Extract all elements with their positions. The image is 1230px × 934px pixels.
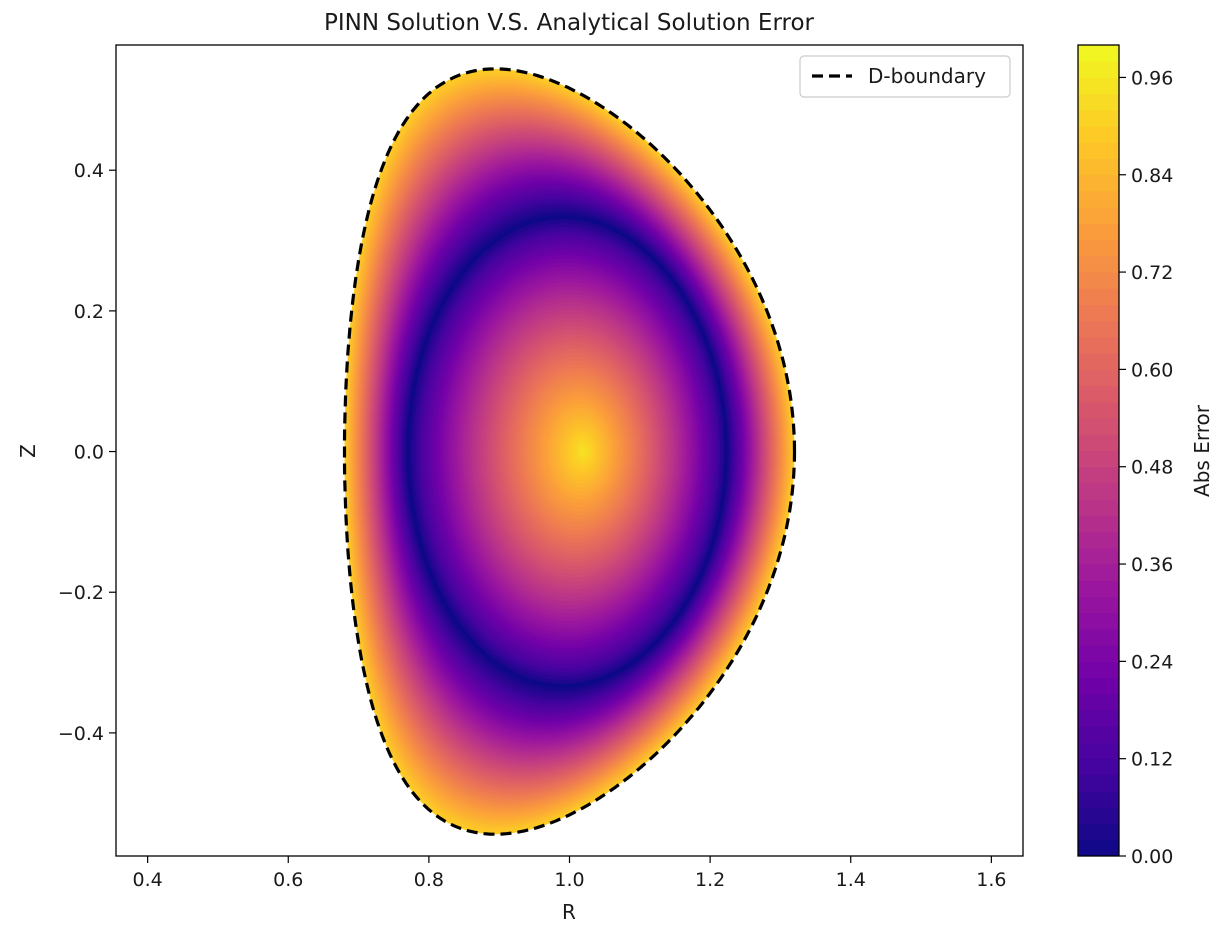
colorbar-band [1078,77,1119,95]
colorbar-band [1078,418,1119,435]
colorbar-band [1078,304,1119,322]
colorbar-band [1078,628,1119,646]
colorbar-tick-label: 0.60 [1131,359,1173,381]
colorbar-band [1078,320,1119,338]
legend-box [799,55,1011,98]
colorbar-band [1078,726,1119,743]
colorbar-band [1078,272,1119,289]
x-tick-label: 1.2 [695,869,725,891]
colorbar-band [1078,677,1119,695]
colorbar-band [1078,515,1119,533]
y-tick-label: 0.0 [74,442,104,464]
colorbar-band [1078,353,1119,370]
colorbar-tick-label: 0.24 [1131,651,1173,673]
colorbar-tick-label: 0.36 [1131,554,1173,576]
x-tick-label: 1.6 [976,869,1006,891]
colorbar-frame [1077,44,1120,857]
x-tick-label: 0.4 [133,869,163,891]
colorbar-band [1078,661,1119,679]
colorbar-band [1078,142,1119,160]
colorbar-band [1078,401,1119,419]
colorbar-band [1078,369,1119,387]
colorbar-band [1078,645,1119,662]
colorbar-tick-label: 0.72 [1131,262,1173,284]
colorbar-band [1078,596,1119,614]
x-tick-label: 1.4 [836,869,866,891]
colorbar-band [1078,482,1119,500]
colorbar: 0.00 0.12 0.24 0.36 0.48 0.60 0.72 0.84 0.96 Abs… [1077,44,1214,868]
y-axis-ticks: −0.4 −0.2 0.0 0.2 0.4 [58,160,116,745]
colorbar-band [1078,158,1119,176]
x-axis-ticks: 0.4 0.6 0.8 1.0 1.2 1.4 1.6 [133,856,1006,891]
colorbar-band [1078,564,1119,581]
chart-title: PINN Solution V.S. Analytical Solution E… [324,10,815,36]
d-boundary-line [342,67,797,836]
colorbar-band [1078,807,1119,825]
colorbar-band [1078,434,1119,451]
colorbar-band [1078,547,1119,565]
plot-area [115,44,1024,857]
colorbar-band [1078,126,1119,143]
colorbar-band [1078,109,1119,127]
colorbar-band [1078,239,1119,257]
colorbar-band [1078,774,1119,792]
colorbar-band [1078,223,1119,241]
colorbar-band [1078,758,1119,776]
colorbar-band [1078,531,1119,549]
colorbar-band [1078,710,1119,727]
error-contour-band [579,447,587,457]
x-tick-label: 0.8 [414,869,444,891]
colorbar-band [1078,61,1119,78]
colorbar-band [1078,580,1119,597]
colorbar-band [1078,336,1119,354]
y-tick-label: 0.2 [74,301,104,323]
colorbar-band [1078,207,1119,224]
colorbar-band [1078,190,1119,208]
y-tick-label: 0.4 [74,160,104,182]
colorbar-band [1078,93,1119,111]
colorbar-band [1078,742,1119,760]
colorbar-band [1078,693,1119,711]
colorbar-band [1078,839,1119,857]
colorbar-tick-label: 0.12 [1131,749,1173,771]
colorbar-tick-label: 0.96 [1131,67,1173,89]
colorbar-band [1078,499,1119,516]
colorbar-label: Abs Error [1190,404,1214,497]
colorbar-tick-label: 0.84 [1131,165,1173,187]
colorbar-band [1078,385,1119,403]
colorbar-band [1078,255,1119,273]
colorbar-bands [1078,45,1119,857]
colorbar-band [1078,450,1119,468]
error-heatmap [344,68,795,835]
colorbar-band [1078,791,1119,808]
colorbar-tick-label: 0.00 [1131,846,1173,868]
legend-label: D-boundary [868,64,986,88]
colorbar-band [1078,823,1119,841]
x-axis-label: R [562,900,576,924]
colorbar-band [1078,288,1119,306]
colorbar-band [1078,466,1119,484]
legend: D-boundary [799,55,1011,98]
colorbar-band [1078,612,1119,630]
y-tick-label: −0.4 [58,723,104,745]
colorbar-tick-label: 0.48 [1131,457,1173,479]
colorbar-ticks: 0.00 0.12 0.24 0.36 0.48 0.60 0.72 0.84 0.96 [1119,67,1173,868]
colorbar-band [1078,174,1119,192]
x-tick-label: 0.6 [273,869,303,891]
x-tick-label: 1.0 [554,869,584,891]
y-axis-label: Z [16,444,40,458]
y-tick-label: −0.2 [58,582,104,604]
colorbar-band [1078,45,1119,62]
